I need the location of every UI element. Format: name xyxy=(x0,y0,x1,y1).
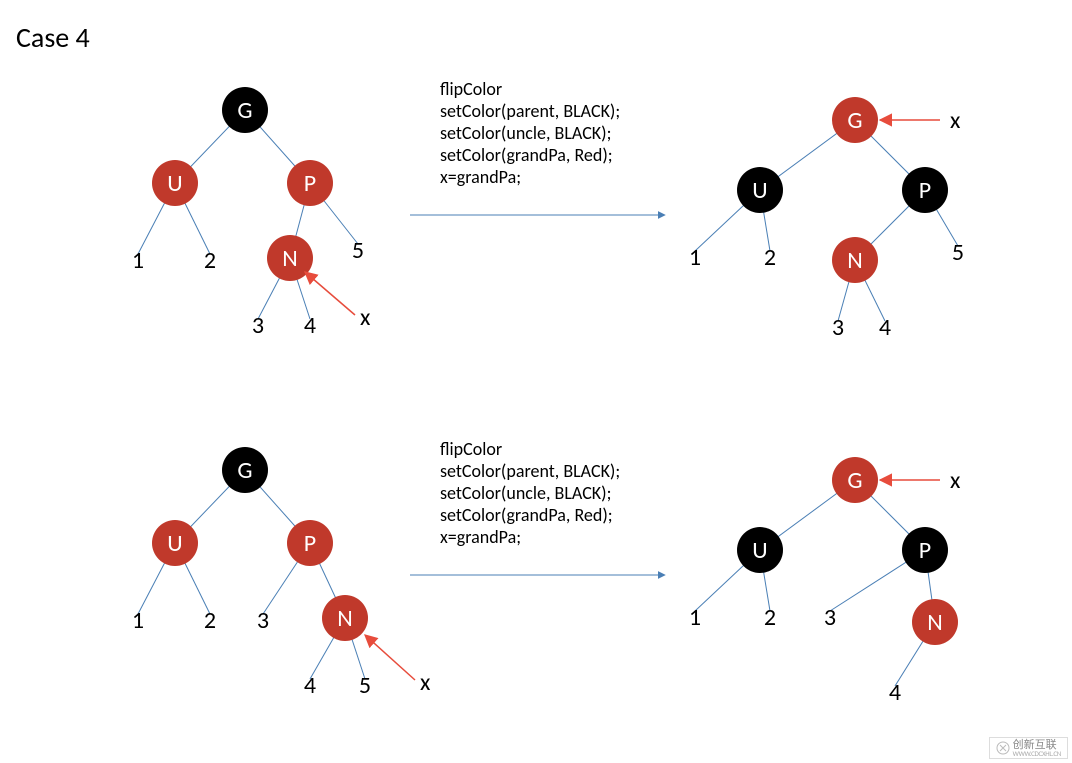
leaf-label: 2 xyxy=(204,246,216,275)
svg-text:G: G xyxy=(237,456,252,485)
svg-text:P: P xyxy=(919,176,931,205)
tree-node-P: P xyxy=(902,167,948,213)
tree-node-U: U xyxy=(737,527,783,573)
tree-node-U: U xyxy=(152,160,198,206)
leaf-label: 5 xyxy=(952,238,964,267)
svg-text:P: P xyxy=(304,169,316,198)
leaf-label: 1 xyxy=(689,243,701,272)
tree-node-N: N xyxy=(912,599,958,645)
leaf-label: 2 xyxy=(204,606,216,635)
code-line: flipColor xyxy=(440,78,502,100)
leaf-label: 3 xyxy=(257,606,269,635)
tree-node-N: N xyxy=(832,237,878,283)
leaf-label: 4 xyxy=(304,671,316,700)
x-pointer-label: x xyxy=(950,106,961,135)
leaf-label: 4 xyxy=(889,678,901,707)
svg-text:U: U xyxy=(167,169,182,198)
tree-node-P: P xyxy=(287,160,333,206)
leaf-label: 5 xyxy=(352,236,364,265)
code-line: setColor(parent, BLACK); xyxy=(440,460,620,482)
code-line: setColor(grandPa, Red); xyxy=(440,504,613,526)
x-pointer-label: x xyxy=(360,303,371,332)
leaf-label: 1 xyxy=(132,606,144,635)
watermark: 创新互联 WWW.CDCXHL.CN xyxy=(989,737,1068,759)
code-line: setColor(uncle, BLACK); xyxy=(440,482,611,504)
svg-text:N: N xyxy=(282,244,298,273)
svg-text:G: G xyxy=(237,96,252,125)
code-line: setColor(parent, BLACK); xyxy=(440,100,620,122)
code-line: setColor(grandPa, Red); xyxy=(440,144,613,166)
x-pointer-label: x xyxy=(950,466,961,495)
code-line: setColor(uncle, BLACK); xyxy=(440,122,611,144)
x-pointer-arrow xyxy=(305,272,355,315)
leaf-label: 4 xyxy=(304,311,316,340)
leaf-label: 1 xyxy=(132,246,144,275)
code-line: x=grandPa; xyxy=(440,526,521,548)
tree-node-U: U xyxy=(152,520,198,566)
tree-node-G: G xyxy=(222,87,268,133)
svg-text:P: P xyxy=(919,536,931,565)
svg-text:G: G xyxy=(847,106,862,135)
svg-text:N: N xyxy=(337,604,353,633)
tree-node-U: U xyxy=(737,167,783,213)
leaf-label: 3 xyxy=(252,311,264,340)
svg-text:U: U xyxy=(752,176,767,205)
tree-node-N: N xyxy=(267,235,313,281)
tree-node-P: P xyxy=(902,527,948,573)
code-line: flipColor xyxy=(440,438,502,460)
leaf-label: 3 xyxy=(824,603,836,632)
svg-text:N: N xyxy=(927,608,943,637)
tree-node-N: N xyxy=(322,595,368,641)
code-line: x=grandPa; xyxy=(440,166,521,188)
svg-text:N: N xyxy=(847,246,863,275)
tree-node-P: P xyxy=(287,520,333,566)
watermark-sub: WWW.CDCXHL.CN xyxy=(1013,750,1061,757)
tree-node-G: G xyxy=(832,457,878,503)
leaf-label: 1 xyxy=(689,603,701,632)
svg-text:G: G xyxy=(847,466,862,495)
leaf-label: 2 xyxy=(764,603,776,632)
tree-node-G: G xyxy=(222,447,268,493)
svg-text:U: U xyxy=(752,536,767,565)
leaf-label: 2 xyxy=(764,243,776,272)
diagram-canvas: GUPN12534xflipColorsetColor(parent, BLAC… xyxy=(0,0,1072,763)
leaf-label: 5 xyxy=(359,671,371,700)
x-pointer-label: x xyxy=(420,668,431,697)
leaf-label: 3 xyxy=(832,313,844,342)
x-pointer-arrow xyxy=(365,635,415,680)
svg-text:P: P xyxy=(304,529,316,558)
svg-text:U: U xyxy=(167,529,182,558)
leaf-label: 4 xyxy=(879,313,891,342)
tree-node-G: G xyxy=(832,97,878,143)
